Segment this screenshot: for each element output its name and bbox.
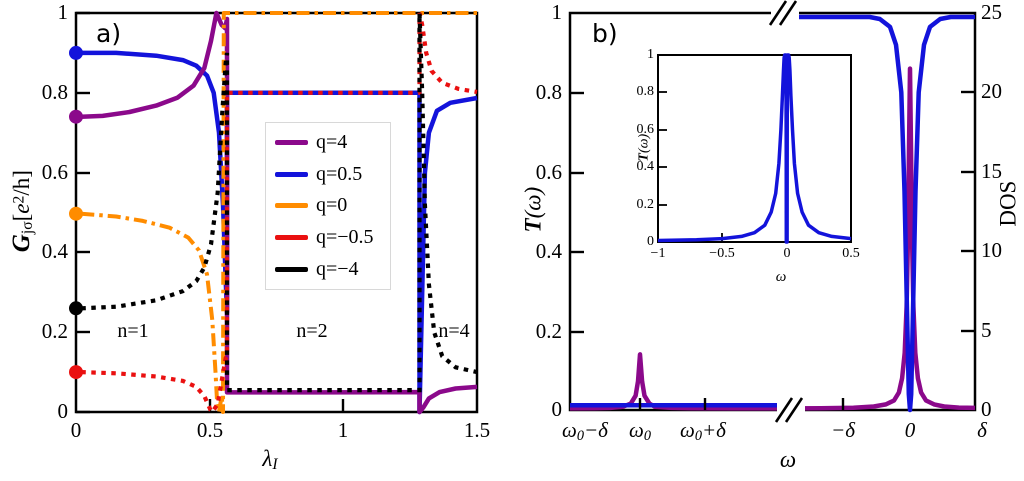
inset-frame (657, 54, 852, 243)
legend-label: q=0 (316, 194, 348, 217)
inset-ytick-0.2: 0.2 (636, 197, 655, 212)
a-xtick-0.5: 0.5 (196, 418, 224, 442)
b-y2tick-25: 25 (981, 0, 1002, 24)
b-ytick-1: 1 (551, 0, 563, 24)
b-ytick-0.6: 0.6 (535, 160, 562, 184)
legend-item: q=4 (275, 131, 390, 155)
b-ytick-0.2: 0.2 (535, 319, 562, 343)
a-ytick-1: 1 (57, 0, 69, 24)
b-y2tick-0: 0 (981, 397, 992, 421)
b-xtick-w0: ω0 (629, 418, 651, 444)
inset-xtick-0: 0 (783, 246, 791, 261)
panel-b-xlabel: ω (779, 447, 797, 472)
b-xtick-w0-plus-d: ω0+δ (680, 418, 726, 444)
a-ytick-0.8: 0.8 (41, 80, 68, 104)
panel-b-ticks (570, 90, 975, 410)
b-xtick-0: 0 (904, 418, 916, 442)
b-ytick-0.8: 0.8 (535, 80, 562, 104)
legend-label: q=4 (316, 131, 348, 154)
legend-line-qm0.5 (275, 235, 308, 241)
inset-ytick-0: 0 (647, 234, 654, 249)
b-xtick-w0-minus-d: ω0−δ (562, 418, 608, 444)
b-xtick-d: δ (977, 418, 987, 442)
legend-line-qm4 (275, 266, 308, 272)
inset-xtick-m1: −1 (650, 246, 666, 261)
b-y2tick-15: 15 (981, 159, 1002, 183)
a-ytick-0.6: 0.6 (41, 160, 68, 184)
curve-qm4 (81, 12, 478, 393)
legend-item: q=0.5 (275, 162, 390, 186)
marker-dot (69, 45, 83, 60)
panel-a-ticks (76, 11, 345, 414)
a-ytick-0.2: 0.2 (41, 319, 68, 343)
inset-ytick-0.4: 0.4 (636, 159, 655, 174)
legend-label: q=−4 (316, 257, 359, 280)
panel-b-ylabel: T(ω) (520, 186, 546, 233)
panel-a-ylabel: Gjσ[e2/h] (7, 170, 36, 253)
curve-transmission (570, 14, 975, 413)
inset-xtick-m0.5: −0.5 (709, 246, 735, 261)
inset-curve (657, 53, 852, 244)
legend-label: q=−0.5 (316, 226, 374, 249)
inset-ytick-0.6: 0.6 (636, 122, 655, 137)
zero-field-markers (69, 45, 83, 380)
axis-break-bottom (774, 397, 805, 423)
a-xtick-1.5: 1.5 (463, 418, 491, 442)
legend-item: q=−4 (275, 257, 390, 281)
region-label-n2: n=2 (296, 320, 328, 342)
legend-line-q4 (275, 140, 308, 146)
b-y2tick-20: 20 (981, 79, 1002, 103)
legend-item: q=−0.5 (275, 226, 390, 250)
b-ytick-0: 0 (551, 397, 563, 421)
legend: q=4 q=0.5 q=0 q=−0.5 q=−4 (265, 122, 391, 290)
legend-item: q=0 (275, 194, 390, 218)
panel-a-tag: a) (96, 19, 122, 48)
marker-dot (69, 365, 83, 380)
legend-line-q0.5 (275, 171, 308, 177)
panel-b-tag: b) (592, 19, 618, 48)
b-y2tick-5: 5 (981, 318, 992, 342)
b-y2tick-10: 10 (981, 238, 1002, 262)
a-ytick-0.4: 0.4 (41, 239, 68, 263)
region-label-n4: n=4 (438, 320, 470, 342)
curve-qm0p5 (81, 12, 478, 416)
inset-xtick-0.5: 0.5 (842, 246, 860, 261)
marker-dot (69, 301, 83, 316)
marker-dot (69, 109, 83, 124)
b-ytick-0.4: 0.4 (535, 239, 562, 263)
a-ytick-0: 0 (57, 399, 69, 423)
panel-b-y2label: DOS (995, 180, 1021, 227)
inset (657, 53, 852, 244)
inset-ytick-0.8: 0.8 (636, 84, 655, 99)
panel-a-xlabel: λI (262, 446, 278, 474)
inset-ylabel: T(ω) (636, 133, 652, 162)
marker-dot (69, 206, 83, 221)
axis-break-top (768, 0, 799, 26)
a-xtick-1: 1 (337, 418, 349, 442)
b-xtick-minus-d: −δ (831, 418, 855, 442)
panel-a (69, 10, 479, 416)
inset-ytick-1: 1 (647, 47, 654, 62)
legend-line-q0 (275, 203, 308, 209)
panel-b (568, 0, 977, 423)
curve-q0 (81, 11, 477, 414)
a-xtick-0: 0 (70, 418, 82, 442)
legend-label: q=0.5 (316, 162, 363, 185)
region-label-n1: n=1 (117, 320, 149, 342)
inset-xlabel: ω (775, 269, 787, 285)
